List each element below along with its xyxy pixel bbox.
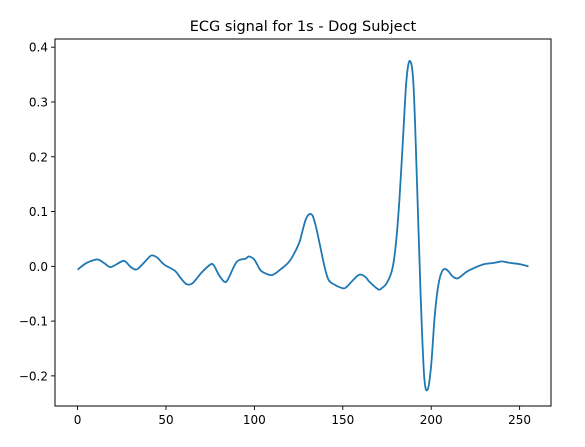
x-axis: 0 50 100 150 200 250	[74, 406, 531, 427]
x-tick-label: 0	[74, 413, 82, 427]
series-line	[77, 60, 529, 392]
x-tick-label: 200	[420, 413, 443, 427]
y-tick-label: −0.2	[19, 369, 48, 383]
plot-area	[55, 39, 551, 406]
x-tick-label: 50	[158, 413, 173, 427]
y-tick-label: 0.2	[29, 150, 48, 164]
x-tick-label: 100	[243, 413, 266, 427]
x-tick-label: 150	[331, 413, 354, 427]
y-tick-label: 0.1	[29, 205, 48, 219]
x-tick-label: 250	[508, 413, 531, 427]
y-tick-label: 0.4	[29, 41, 48, 55]
y-tick-label: 0.3	[29, 95, 48, 109]
plot-frame	[54, 38, 552, 407]
y-tick-label: −0.1	[19, 315, 48, 329]
y-axis: −0.2 −0.1 0.0 0.1 0.2 0.3 0.4	[19, 41, 55, 383]
y-tick-label: 0.0	[29, 260, 48, 274]
plot-lines	[77, 60, 529, 392]
chart-title: ECG signal for 1s - Dog Subject	[190, 19, 417, 35]
